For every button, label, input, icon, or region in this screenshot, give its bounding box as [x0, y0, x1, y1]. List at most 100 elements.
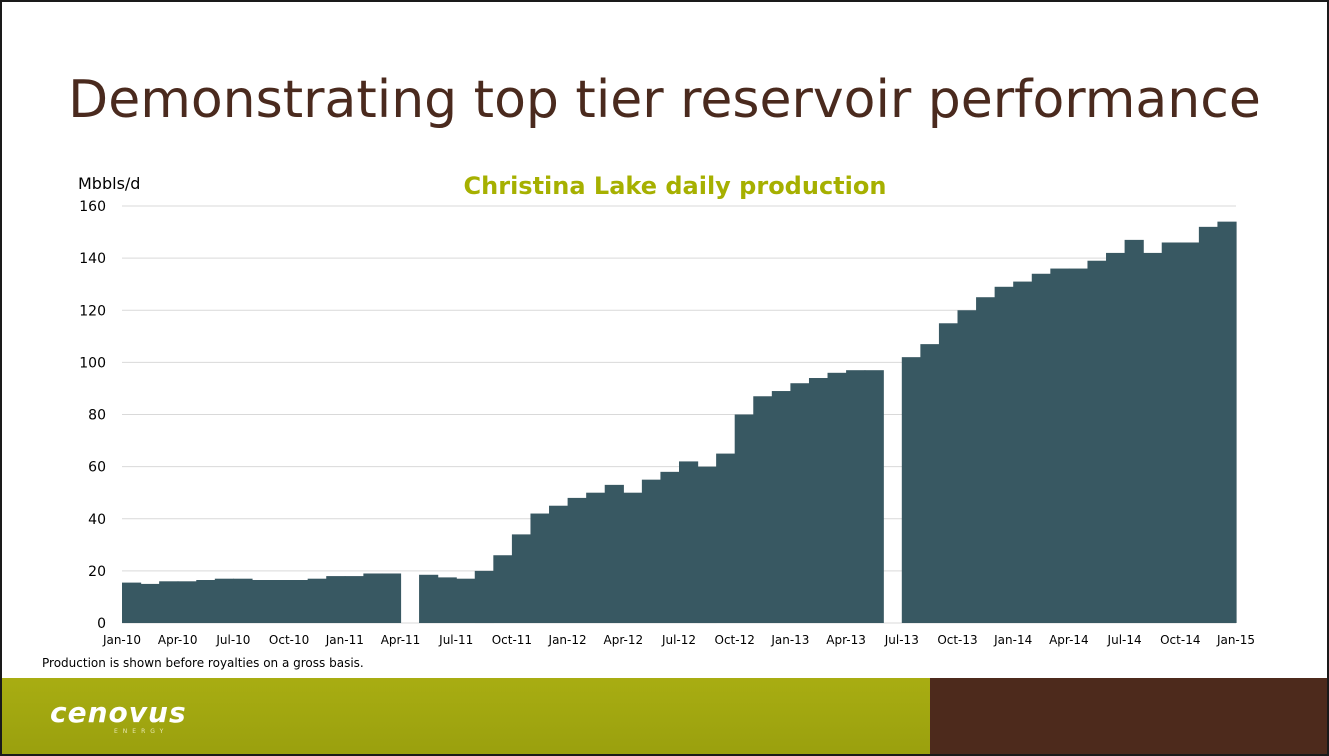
area-month-Dec-12 — [771, 391, 791, 623]
area-month-Oct-13 — [957, 310, 977, 623]
area-month-Mar-10 — [159, 581, 179, 623]
x-tick-Jan-15: Jan-15 — [1216, 633, 1255, 647]
y-tick-80: 80 — [88, 408, 106, 424]
area-month-May-13 — [864, 370, 884, 623]
area-month-Nov-14 — [1198, 226, 1219, 623]
y-tick-20: 20 — [88, 564, 106, 580]
area-month-Jun-11 — [437, 577, 457, 623]
area-month-Oct-12 — [734, 414, 754, 623]
area-month-May-12 — [641, 479, 662, 623]
area-month-May-14 — [1087, 260, 1107, 623]
area-month-Feb-10 — [140, 583, 160, 623]
area-month-Apr-13 — [846, 370, 866, 623]
area-series — [122, 221, 1237, 624]
area-month-Sep-14 — [1161, 242, 1181, 623]
x-tick-Oct-10: Oct-10 — [269, 633, 309, 647]
area-month-Oct-11 — [511, 534, 532, 623]
y-axis-label: Mbbls/d — [78, 174, 140, 193]
area-month-Jan-12 — [567, 497, 587, 623]
area-month-Jul-10 — [233, 578, 253, 623]
area-month-Sep-10 — [270, 580, 290, 623]
area-month-Aug-13 — [920, 344, 940, 623]
x-tick-Jan-11: Jan-11 — [325, 633, 364, 647]
x-tick-Oct-14: Oct-14 — [1160, 633, 1200, 647]
slide-title: Demonstrating top tier reservoir perform… — [68, 70, 1261, 130]
area-month-Jul-14 — [1124, 239, 1144, 623]
footer-bar — [2, 678, 930, 754]
area-month-Nov-12 — [753, 396, 773, 623]
area-month-Jan-11 — [344, 576, 364, 623]
x-tick-Jul-12: Jul-12 — [661, 633, 696, 647]
footnote: Production is shown before royalties on … — [42, 656, 364, 670]
chart-title: Christina Lake daily production — [464, 172, 887, 200]
area-month-Dec-13 — [994, 286, 1014, 623]
area-month-Mar-11 — [381, 573, 402, 623]
area-month-Feb-11 — [363, 573, 383, 623]
area-month-Apr-10 — [177, 581, 197, 623]
y-tick-60: 60 — [88, 460, 106, 476]
x-tick-labels: Jan-10 Apr-10 Jul-10 Oct-10 Jan-11 Apr-11 Jul-… — [102, 633, 1255, 647]
area-month-Aug-14 — [1143, 252, 1163, 623]
x-tick-Oct-11: Oct-11 — [492, 633, 532, 647]
logo-subtext: ENERGY — [114, 728, 169, 735]
area-month-Jul-11 — [456, 578, 476, 623]
area-month-Nov-10 — [307, 578, 327, 623]
area-month-Jan-13 — [790, 383, 810, 623]
area-month-Feb-12 — [586, 492, 606, 623]
area-month-Nov-11 — [530, 513, 550, 623]
footer-brown-block — [930, 678, 1327, 754]
x-tick-Apr-11: Apr-11 — [381, 633, 421, 647]
cenovus-logo: cenovus — [50, 696, 187, 729]
area-month-Feb-14 — [1031, 273, 1051, 623]
x-tick-Apr-12: Apr-12 — [604, 633, 644, 647]
area-month-May-11 — [419, 574, 439, 623]
area-month-Oct-10 — [289, 580, 309, 623]
x-tick-Jan-13: Jan-13 — [770, 633, 809, 647]
area-month-Aug-11 — [474, 570, 494, 624]
area-month-Jan-10 — [122, 582, 142, 623]
area-month-Apr-14 — [1068, 268, 1089, 623]
grid-lines — [122, 205, 1236, 624]
area-month-Feb-13 — [808, 378, 829, 623]
x-tick-Oct-12: Oct-12 — [715, 633, 755, 647]
area-month-Mar-14 — [1050, 268, 1070, 623]
area-month-Jul-12 — [679, 461, 699, 623]
area-month-Nov-13 — [976, 297, 996, 623]
y-tick-labels: 0 20 40 60 80 100 120 140 160 — [79, 199, 106, 632]
y-tick-120: 120 — [79, 303, 106, 319]
y-tick-100: 100 — [79, 355, 106, 371]
area-month-Dec-14 — [1217, 221, 1237, 623]
x-tick-Jul-10: Jul-10 — [215, 633, 250, 647]
area-month-Aug-12 — [697, 466, 717, 624]
x-tick-Apr-14: Apr-14 — [1049, 633, 1089, 647]
area-month-Mar-13 — [827, 372, 847, 623]
area-month-Jun-12 — [660, 471, 680, 623]
x-tick-Apr-10: Apr-10 — [158, 633, 198, 647]
production-chart: Christina Lake daily production Mbbls/d … — [78, 172, 1255, 647]
y-tick-160: 160 — [79, 199, 106, 215]
area-month-Sep-12 — [716, 453, 736, 623]
x-tick-Jan-12: Jan-12 — [548, 633, 587, 647]
y-tick-140: 140 — [79, 251, 106, 267]
x-tick-Jul-13: Jul-13 — [884, 633, 919, 647]
y-tick-0: 0 — [97, 616, 106, 632]
x-tick-Jul-14: Jul-14 — [1107, 633, 1142, 647]
area-month-Mar-12 — [604, 484, 624, 623]
x-tick-Jul-11: Jul-11 — [438, 633, 473, 647]
x-tick-Jan-10: Jan-10 — [102, 633, 141, 647]
area-month-Jun-10 — [214, 578, 234, 623]
area-month-Jun-14 — [1106, 252, 1126, 623]
area-month-Sep-11 — [493, 555, 513, 623]
area-month-Oct-14 — [1180, 242, 1200, 623]
area-month-Aug-10 — [251, 580, 272, 623]
area-month-May-10 — [196, 580, 216, 623]
area-month-Apr-12 — [623, 492, 643, 623]
x-tick-Jan-14: Jan-14 — [993, 633, 1032, 647]
area-month-Dec-10 — [326, 576, 346, 623]
area-month-Dec-11 — [549, 505, 569, 623]
y-tick-40: 40 — [88, 512, 106, 528]
area-month-Sep-13 — [938, 323, 959, 623]
area-month-Jul-13 — [901, 357, 921, 623]
x-tick-Oct-13: Oct-13 — [937, 633, 977, 647]
